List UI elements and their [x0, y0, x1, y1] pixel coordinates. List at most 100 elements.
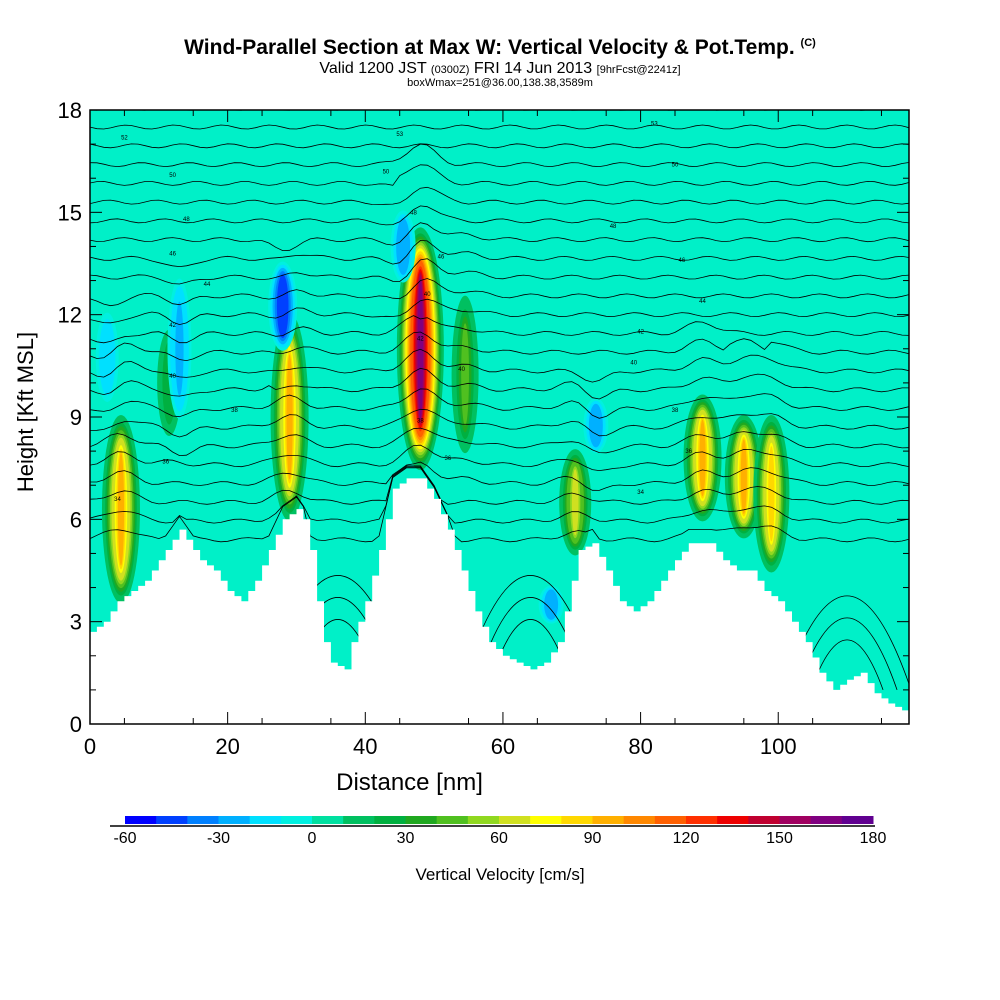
updraft-contour-band — [417, 278, 424, 420]
contour-label: 36 — [162, 459, 169, 465]
downdraft-contour-band — [175, 301, 184, 396]
colorbar-swatch — [467, 816, 500, 824]
downdraft-contour-band — [546, 591, 556, 618]
terrain-mask — [90, 478, 909, 724]
terrain-shape — [90, 478, 909, 724]
theta-contour-line — [90, 143, 909, 168]
potential-temperature-contours — [90, 110, 909, 691]
colorbar-swatch — [748, 816, 780, 824]
colorbar-swatch — [249, 816, 282, 824]
colorbar-swatch — [405, 816, 438, 824]
colorbar-tick-label: 90 — [584, 830, 602, 847]
x-tick-label: 20 — [215, 734, 239, 759]
theta-contour-line — [90, 367, 909, 400]
y-tick-label: 3 — [70, 610, 82, 635]
downdraft-core — [538, 585, 564, 624]
contour-label: 44 — [699, 299, 706, 305]
colorbar-swatch — [436, 816, 469, 824]
contour-label: 36 — [685, 449, 692, 455]
updraft-contour-band — [461, 323, 469, 426]
colorbar-tick-label: -60 — [113, 830, 136, 847]
colorbar-swatch — [654, 816, 687, 824]
downdraft-core — [95, 312, 119, 402]
theta-contour-line — [90, 186, 909, 206]
theta-contour-line — [90, 278, 909, 307]
x-axis-label: Distance [nm] — [336, 769, 483, 796]
colorbar-swatch — [312, 816, 344, 824]
y-tick-label: 0 — [70, 712, 82, 737]
contour-label: 42 — [169, 323, 176, 329]
updraft-contour-band — [571, 469, 579, 536]
contour-label: 50 — [383, 169, 390, 175]
theta-contour-line — [90, 124, 909, 130]
theta-contour-line — [90, 467, 909, 543]
theta-contour-line — [90, 258, 909, 285]
theta-contour-line — [90, 205, 909, 226]
updraft-contour-band — [117, 452, 125, 566]
x-tick-label: 100 — [760, 734, 797, 759]
theta-contour-line — [90, 388, 909, 419]
downdraft-core — [390, 210, 416, 283]
colorbar-swatch — [156, 816, 188, 824]
colorbar-tick-label: 60 — [490, 830, 508, 847]
y-tick-label: 6 — [70, 507, 82, 532]
y-tick-label: 15 — [58, 200, 82, 225]
x-tick-label: 40 — [353, 734, 377, 759]
contour-label: 52 — [121, 135, 128, 141]
theta-contour-line — [90, 444, 909, 472]
contour-label: 42 — [417, 337, 424, 343]
updraft-core — [451, 295, 479, 454]
contour-label: 46 — [438, 255, 445, 261]
colorbar-swatch — [717, 816, 749, 824]
colorbar-tick-label: 150 — [766, 830, 793, 847]
theta-contour-line — [90, 331, 909, 362]
theta-contour-line — [90, 143, 909, 149]
y-tick-label: 9 — [70, 405, 82, 430]
updraft-contour-band — [768, 446, 775, 542]
theta-contour-line — [90, 427, 909, 457]
theta-contour-line — [90, 466, 909, 524]
contour-label: 38 — [672, 408, 679, 414]
contour-label: 36 — [445, 456, 452, 462]
updraft-core — [270, 312, 309, 522]
contour-label: 50 — [169, 173, 176, 179]
updraft-contour-band — [699, 419, 706, 497]
downdraft-contour-band — [398, 221, 408, 272]
colorbar-swatch — [561, 816, 593, 824]
contour-label: 34 — [637, 490, 644, 496]
theta-contour-line — [90, 164, 909, 186]
y-tick-label: 12 — [58, 303, 82, 328]
colorbar-swatch — [218, 816, 251, 824]
colorbar-swatch — [810, 816, 843, 824]
theta-contour-line — [90, 315, 909, 344]
theta-contour-line — [90, 408, 909, 438]
theta-contour-line — [90, 222, 909, 252]
updraft-contour-band — [740, 439, 747, 514]
x-tick-label: 0 — [84, 734, 96, 759]
contour-label: 40 — [630, 360, 637, 366]
contour-label: 46 — [169, 251, 176, 257]
y-tick-label: 18 — [58, 98, 82, 123]
updraft-core — [396, 227, 444, 471]
chart-subtitle-box-wmax: boxWmax=251@36.00,138.38,3589m — [407, 77, 593, 89]
colorbar-tick-label: -30 — [207, 830, 230, 847]
downdraft-core — [167, 278, 192, 419]
contour-label: 44 — [204, 282, 211, 288]
contour-label: 38 — [417, 418, 424, 424]
downdraft-contour-band — [591, 406, 601, 445]
contour-label: 40 — [424, 292, 431, 298]
x-tick-label: 80 — [628, 734, 652, 759]
colorbar-tick-label: 30 — [397, 830, 415, 847]
colorbar-swatch — [686, 816, 718, 824]
colorbar: -60 -30 0 30 60 90 120 150 180 Vertical Velocity … — [110, 816, 886, 884]
downdraft-contour-band — [279, 277, 287, 335]
updraft-core — [559, 449, 592, 556]
colorbar-swatch — [125, 816, 157, 824]
downdraft-core — [583, 397, 609, 454]
vertical-velocity-field — [95, 210, 790, 624]
contour-label: 48 — [410, 210, 417, 216]
contour-label: 53 — [396, 132, 403, 138]
theta-contour-line — [90, 461, 909, 491]
